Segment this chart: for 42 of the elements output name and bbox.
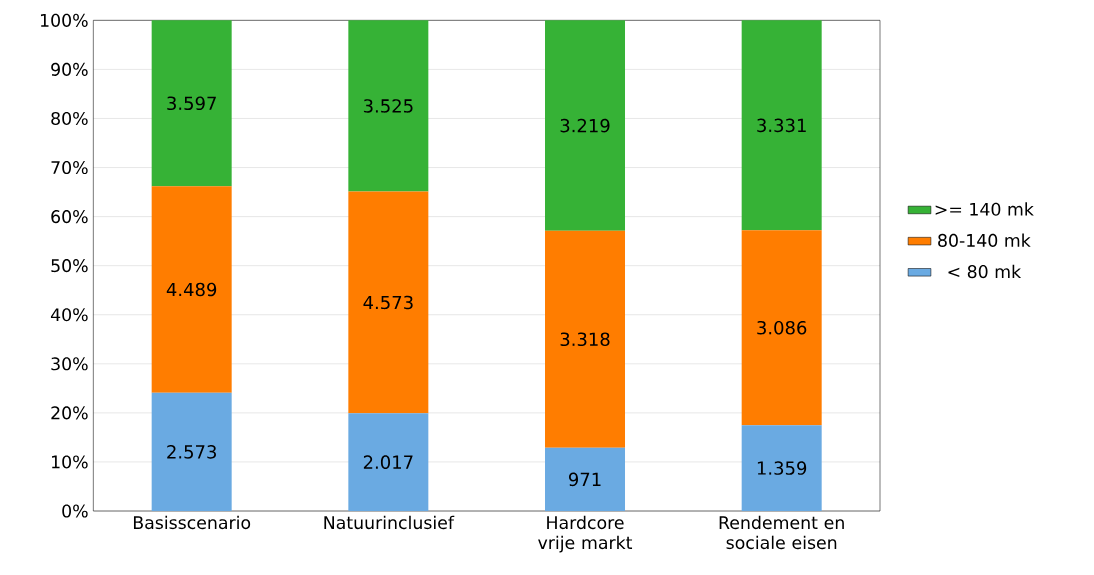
annotation: 3.086	[757, 320, 807, 335]
x-tick-label: Hardcore vrije markt	[538, 515, 633, 553]
annotation: 2.017	[363, 455, 413, 469]
y-tick-label: 10%	[52, 455, 88, 469]
y-tick-label: 80%	[51, 111, 88, 126]
annotation: 4.489	[166, 282, 217, 297]
annotation: 3.219	[560, 118, 610, 133]
annotation: 4.573	[363, 295, 413, 310]
bar	[348, 20, 429, 192]
annotation: 3.597	[167, 96, 216, 111]
y-tick-label: 60%	[51, 210, 88, 224]
annotation: 971	[568, 472, 601, 487]
bar	[545, 230, 626, 448]
y-tick-label: 50%	[51, 259, 88, 273]
y-tick-label: 40%	[50, 308, 88, 322]
y-tick-label: 70%	[51, 160, 88, 175]
bar	[348, 413, 429, 511]
legend-label: < 80 mk	[948, 264, 1022, 279]
bar	[151, 186, 232, 393]
annotation: 2.573	[167, 445, 216, 459]
bar	[151, 392, 232, 511]
bar	[741, 20, 822, 231]
y-tick-label: 100%	[40, 13, 88, 27]
annotation: 1.359	[757, 461, 807, 475]
y-tick-label: 0%	[62, 504, 88, 518]
annotation: 3.525	[363, 99, 413, 113]
legend-label: >= 140 mk	[935, 202, 1034, 216]
legend-label: 80-140 mk	[938, 233, 1031, 247]
y-tick-label: 20%	[51, 406, 88, 420]
bar	[741, 230, 822, 426]
bar	[151, 20, 232, 187]
x-tick-label: Basisscenario	[133, 515, 251, 530]
x-tick-label: Natuurinclusief	[324, 515, 455, 530]
annotation: 3.318	[560, 332, 610, 347]
y-tick-label: 30%	[51, 357, 88, 371]
bar	[741, 425, 822, 511]
bar	[545, 447, 626, 511]
bar	[348, 191, 429, 414]
y-tick-label: 90%	[51, 62, 88, 76]
annotation: 3.331	[757, 118, 806, 133]
x-tick-label: Rendement en sociale eisen	[719, 515, 844, 550]
bar	[545, 20, 626, 231]
